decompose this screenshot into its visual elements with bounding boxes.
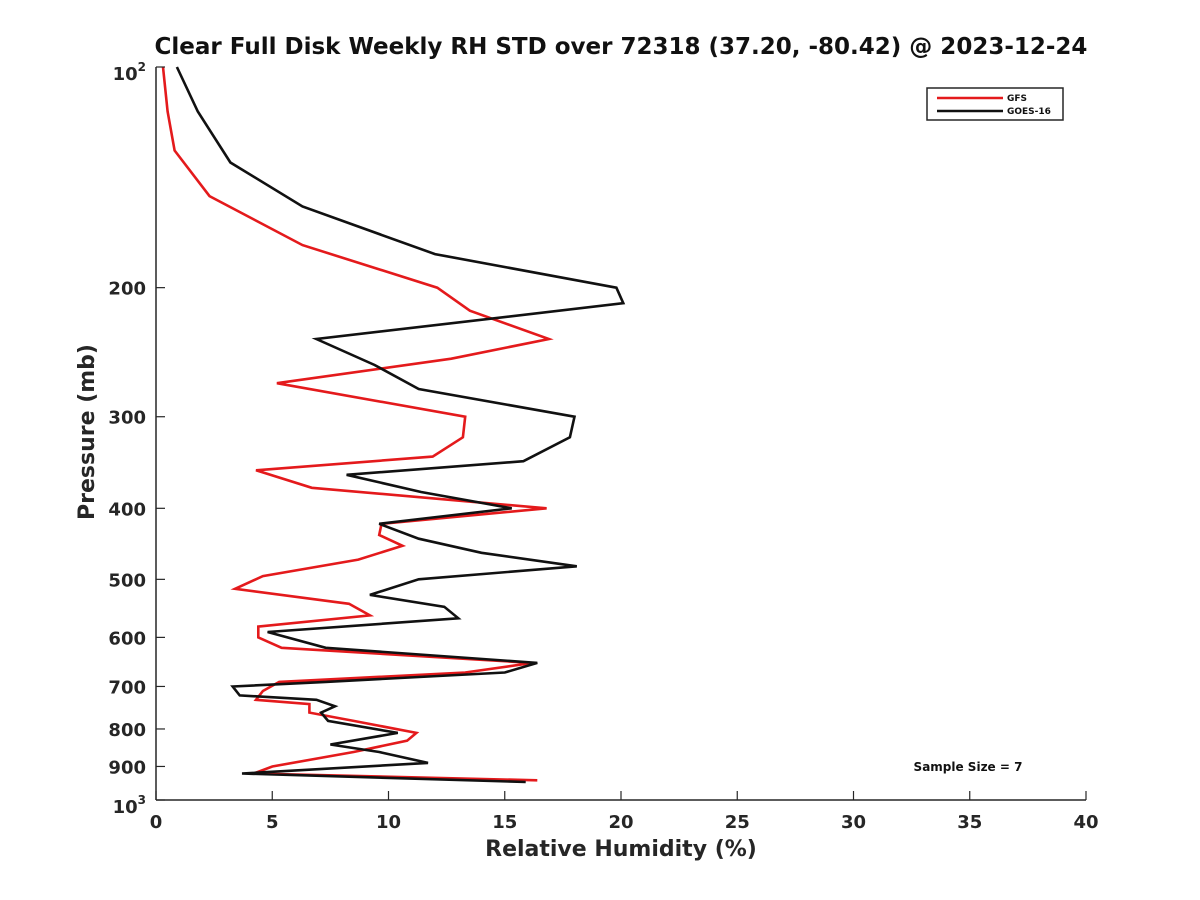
- y-tick-base: 10: [113, 64, 138, 85]
- x-tick-label: 10: [376, 812, 401, 833]
- series-line-goes-16: [175, 66, 626, 784]
- legend-box: [926, 87, 1064, 121]
- y-tick-label: 300: [108, 408, 146, 429]
- y-tick-label: 200: [108, 279, 146, 300]
- y-tick-label: 103: [113, 793, 146, 818]
- y-tick-label: 800: [108, 720, 146, 741]
- x-tick-label: 35: [957, 812, 982, 833]
- y-tick-label: 500: [108, 570, 146, 591]
- x-tick-label: 0: [150, 812, 163, 833]
- legend-label: GOES-16: [1007, 107, 1051, 117]
- y-tick-label: 400: [108, 499, 146, 520]
- y-tick-exponent: 3: [138, 793, 146, 807]
- x-axis-label: Relative Humidity (%): [485, 837, 757, 862]
- x-tick-label: 5: [266, 812, 279, 833]
- x-tick-label: 25: [725, 812, 750, 833]
- sample-size-note: Sample Size = 7: [914, 760, 1023, 774]
- x-axis: 0 5 10 15 20 25 30 35 40: [150, 791, 1099, 833]
- x-tick-label: 40: [1073, 812, 1098, 833]
- y-tick-label: 600: [108, 628, 146, 649]
- x-tick-label: 15: [492, 812, 517, 833]
- y-tick-label: 102: [113, 60, 146, 85]
- legend: GFS GOES-16: [926, 87, 1064, 121]
- plot-area: [161, 66, 626, 784]
- y-axis-label: Pressure (mb): [75, 344, 100, 520]
- y-tick-exponent: 2: [138, 60, 146, 74]
- x-tick-label: 30: [841, 812, 866, 833]
- x-tick-label: 20: [608, 812, 633, 833]
- y-tick-base: 10: [113, 797, 138, 818]
- chart-title: Clear Full Disk Weekly RH STD over 72318…: [155, 34, 1088, 60]
- legend-label: GFS: [1007, 94, 1027, 104]
- y-tick-label: 900: [108, 757, 146, 778]
- y-tick-label: 700: [108, 677, 146, 698]
